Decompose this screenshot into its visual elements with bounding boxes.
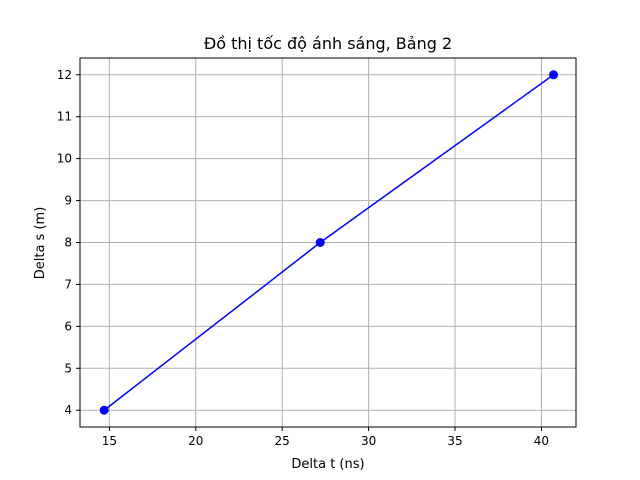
series-layer [99,70,559,415]
y-tick-label: 4 [64,403,72,417]
x-tick-label: 30 [361,434,376,448]
y-tick-label: 8 [64,236,72,250]
data-point [99,405,109,415]
chart-title: Đồ thị tốc độ ánh sáng, Bảng 2 [204,34,452,53]
y-tick-label: 7 [64,277,72,291]
y-tick-label: 9 [64,194,72,208]
x-tick-label: 15 [102,434,117,448]
x-tick-label: 20 [188,434,203,448]
x-tick-label: 25 [275,434,290,448]
y-tick-label: 11 [57,110,72,124]
data-point [315,238,325,247]
y-tick-label: 5 [64,361,72,375]
grid-layer [80,58,576,427]
x-axis-label: Delta t (ns) [291,457,364,472]
data-point [549,70,559,80]
y-tick-label: 10 [57,152,72,166]
x-tick-label: 40 [534,434,549,448]
y-tick-label: 6 [64,319,72,333]
x-tick-label: 35 [447,434,462,448]
y-tick-label: 12 [57,68,72,82]
y-axis-label: Delta s (m) [33,207,48,280]
